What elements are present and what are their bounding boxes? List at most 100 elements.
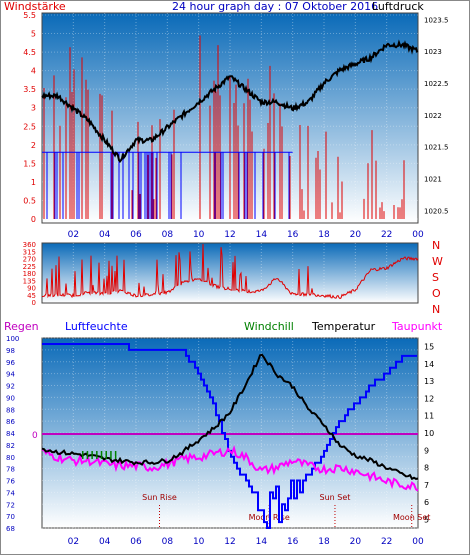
event-label: Sun Rise [142, 493, 177, 502]
humidity-y-tick: 68 [6, 525, 15, 533]
direction-y-tick: 90 [27, 285, 36, 293]
direction-y-tick: 225 [23, 263, 36, 271]
pressure-y-tick: 1021.5 [424, 144, 449, 152]
wind-y-tick: 5 [31, 30, 36, 39]
wind-axis-title: Windstärke [4, 0, 66, 13]
pressure-y-tick: 1021 [424, 175, 442, 183]
compass-label: N [432, 303, 440, 316]
temperature-y-tick: 12 [424, 394, 434, 403]
x-tick-label: 22 [381, 230, 392, 240]
wind-y-tick: 3 [31, 104, 36, 113]
humidity-y-tick: 72 [6, 501, 15, 509]
temperature-y-tick: 10 [424, 429, 434, 438]
temperature-y-tick: 11 [424, 412, 434, 421]
humidity-series-line [42, 342, 417, 529]
pressure-y-tick: 1022.5 [424, 80, 449, 88]
humidity-y-tick: 94 [6, 371, 15, 379]
humidity-y-tick: 96 [6, 359, 15, 367]
legend-temperature: Temperatur [311, 320, 376, 333]
x-tick-label: 22 [381, 537, 392, 547]
legend-humidity: Luftfeuchte [65, 320, 128, 333]
x-tick-label: 18 [318, 537, 330, 547]
x-tick-label: 06 [130, 230, 142, 240]
x-tick-label: 18 [318, 230, 330, 240]
legend-regen: Regen [4, 320, 39, 333]
x-tick-label: 12 [224, 537, 235, 547]
x-tick-label: 04 [99, 230, 111, 240]
direction-y-tick: 270 [23, 256, 36, 264]
humidity-y-tick: 100 [6, 335, 19, 343]
zero-line-label: 0 [32, 431, 38, 441]
x-tick-label: 10 [193, 230, 205, 240]
x-tick-label: 10 [193, 537, 205, 547]
x-tick-label: 00 [412, 230, 424, 240]
temperature-y-tick: 13 [424, 377, 434, 386]
humidity-y-tick: 82 [6, 442, 15, 450]
humidity-y-tick: 80 [6, 454, 15, 462]
wind-y-tick: 0 [31, 215, 36, 224]
temperature-y-tick: 8 [424, 464, 429, 473]
humidity-y-tick: 84 [6, 430, 15, 438]
temperature-y-tick: 7 [424, 481, 429, 490]
temperature-y-tick: 9 [424, 446, 429, 455]
wind-y-tick: 4 [31, 67, 36, 76]
compass-label: W [432, 255, 443, 268]
pressure-y-tick: 1020.5 [424, 207, 449, 215]
pressure-series-line [41, 39, 419, 163]
humidity-y-tick: 74 [6, 489, 15, 497]
direction-y-tick: 360 [23, 241, 36, 249]
x-tick-label: 02 [68, 230, 79, 240]
humidity-y-tick: 86 [6, 418, 15, 426]
graph-title: 24 hour graph day : 07 Oktober 2016 [172, 0, 378, 13]
wind-y-tick: 2.5 [23, 122, 36, 131]
direction-y-tick: 180 [23, 270, 36, 278]
legend-dewpoint: Taupunkt [391, 320, 443, 333]
wind-y-tick: 1 [31, 178, 36, 187]
humidity-y-tick: 70 [6, 513, 15, 521]
x-tick-label: 20 [350, 537, 362, 547]
temperature-y-tick: 6 [424, 498, 429, 507]
direction-y-tick: 45 [27, 292, 36, 300]
wind-y-tick: 3.5 [23, 85, 36, 94]
humidity-y-tick: 78 [6, 466, 15, 474]
wind-direction-series-line [41, 243, 419, 300]
x-tick-label: 16 [287, 230, 299, 240]
humidity-y-tick: 98 [6, 347, 15, 355]
pressure-y-tick: 1023 [424, 48, 442, 56]
pressure-y-tick: 1023.5 [424, 16, 449, 24]
wind-y-tick: 1.5 [23, 159, 36, 168]
x-tick-label: 14 [256, 537, 268, 547]
compass-label: S [432, 271, 439, 284]
humidity-y-tick: 90 [6, 394, 15, 402]
pressure-y-tick: 1022 [424, 112, 442, 120]
x-tick-label: 00 [412, 537, 424, 547]
temperature-y-tick: 14 [424, 360, 434, 369]
temperature-series-line [41, 353, 419, 481]
direction-y-tick: 135 [23, 277, 36, 285]
pressure-axis-title: Luftdruck [372, 0, 424, 13]
wind-y-tick: 0.5 [23, 196, 36, 205]
event-label: Sun Set [320, 493, 351, 502]
x-tick-label: 12 [224, 230, 235, 240]
temperature-y-tick: 5 [424, 515, 429, 524]
humidity-y-tick: 88 [6, 406, 15, 414]
wind-y-tick: 4.5 [23, 48, 36, 57]
x-tick-label: 02 [68, 537, 79, 547]
compass-label: N [432, 239, 440, 252]
x-tick-label: 14 [256, 230, 268, 240]
humidity-y-tick: 92 [6, 383, 15, 391]
event-label: Moon Set [393, 513, 430, 522]
x-tick-label: 08 [162, 537, 174, 547]
temperature-y-tick: 15 [424, 343, 434, 352]
x-tick-label: 08 [162, 230, 174, 240]
humidity-y-tick: 76 [6, 478, 15, 486]
wind-y-tick: 5.5 [23, 11, 36, 20]
x-tick-label: 04 [99, 537, 111, 547]
x-tick-label: 20 [350, 230, 362, 240]
direction-y-tick: 315 [23, 248, 36, 256]
wind-y-tick: 2 [31, 141, 36, 150]
legend-windchill: Windchill [244, 320, 294, 333]
compass-label: O [432, 287, 441, 300]
